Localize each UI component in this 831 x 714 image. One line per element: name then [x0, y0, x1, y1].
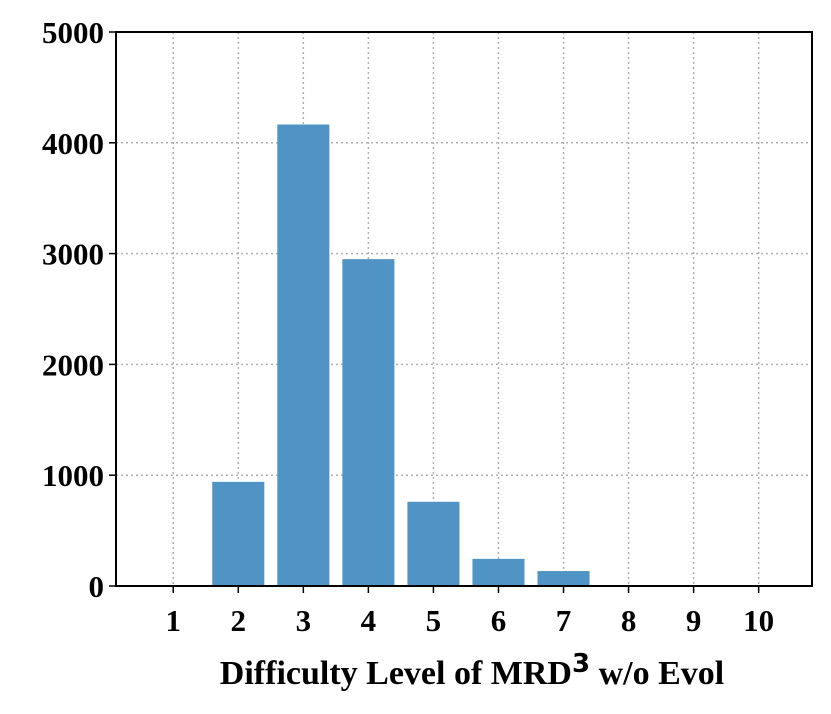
- x-axis-label-suffix: w/o Evol: [590, 655, 724, 692]
- x-tick-label: 2: [231, 603, 247, 638]
- x-tick-label: 4: [361, 603, 377, 638]
- y-tick-label: 2000: [42, 347, 104, 382]
- x-tick-label: 6: [491, 603, 507, 638]
- bars: [212, 124, 655, 586]
- bar-2: [212, 481, 265, 586]
- y-tick-label: 4000: [42, 126, 104, 161]
- y-tick-label: 1000: [42, 458, 104, 493]
- y-tick-label: 5000: [42, 15, 104, 50]
- x-tick-label: 3: [296, 603, 312, 638]
- x-axis-label-superscript: 3: [572, 649, 590, 679]
- bar-5: [407, 501, 460, 586]
- x-tick-label: 1: [165, 603, 181, 638]
- x-axis-label: Difficulty Level of MRD3 w/o Evol: [220, 649, 724, 692]
- plot-frame: [115, 31, 813, 587]
- y-tick-label: 3000: [42, 237, 104, 272]
- x-tick-label: 8: [621, 603, 637, 638]
- x-tick-label: 7: [556, 603, 572, 638]
- x-axis-ticks: 1 2 3 4 5 6 7 8 9 10: [165, 586, 774, 638]
- x-tick-label: 5: [426, 603, 442, 638]
- bar-7: [537, 571, 590, 586]
- y-tick-label: 0: [89, 569, 105, 604]
- bar-6: [472, 558, 525, 586]
- bar-4: [342, 259, 395, 586]
- x-tick-label: 10: [743, 603, 774, 638]
- y-axis-ticks: 0 1000 2000 3000 4000 5000: [42, 15, 116, 604]
- bar-3: [277, 124, 330, 586]
- x-axis-label-main: Difficulty Level of MRD: [220, 655, 572, 692]
- x-tick-label: 9: [686, 603, 702, 638]
